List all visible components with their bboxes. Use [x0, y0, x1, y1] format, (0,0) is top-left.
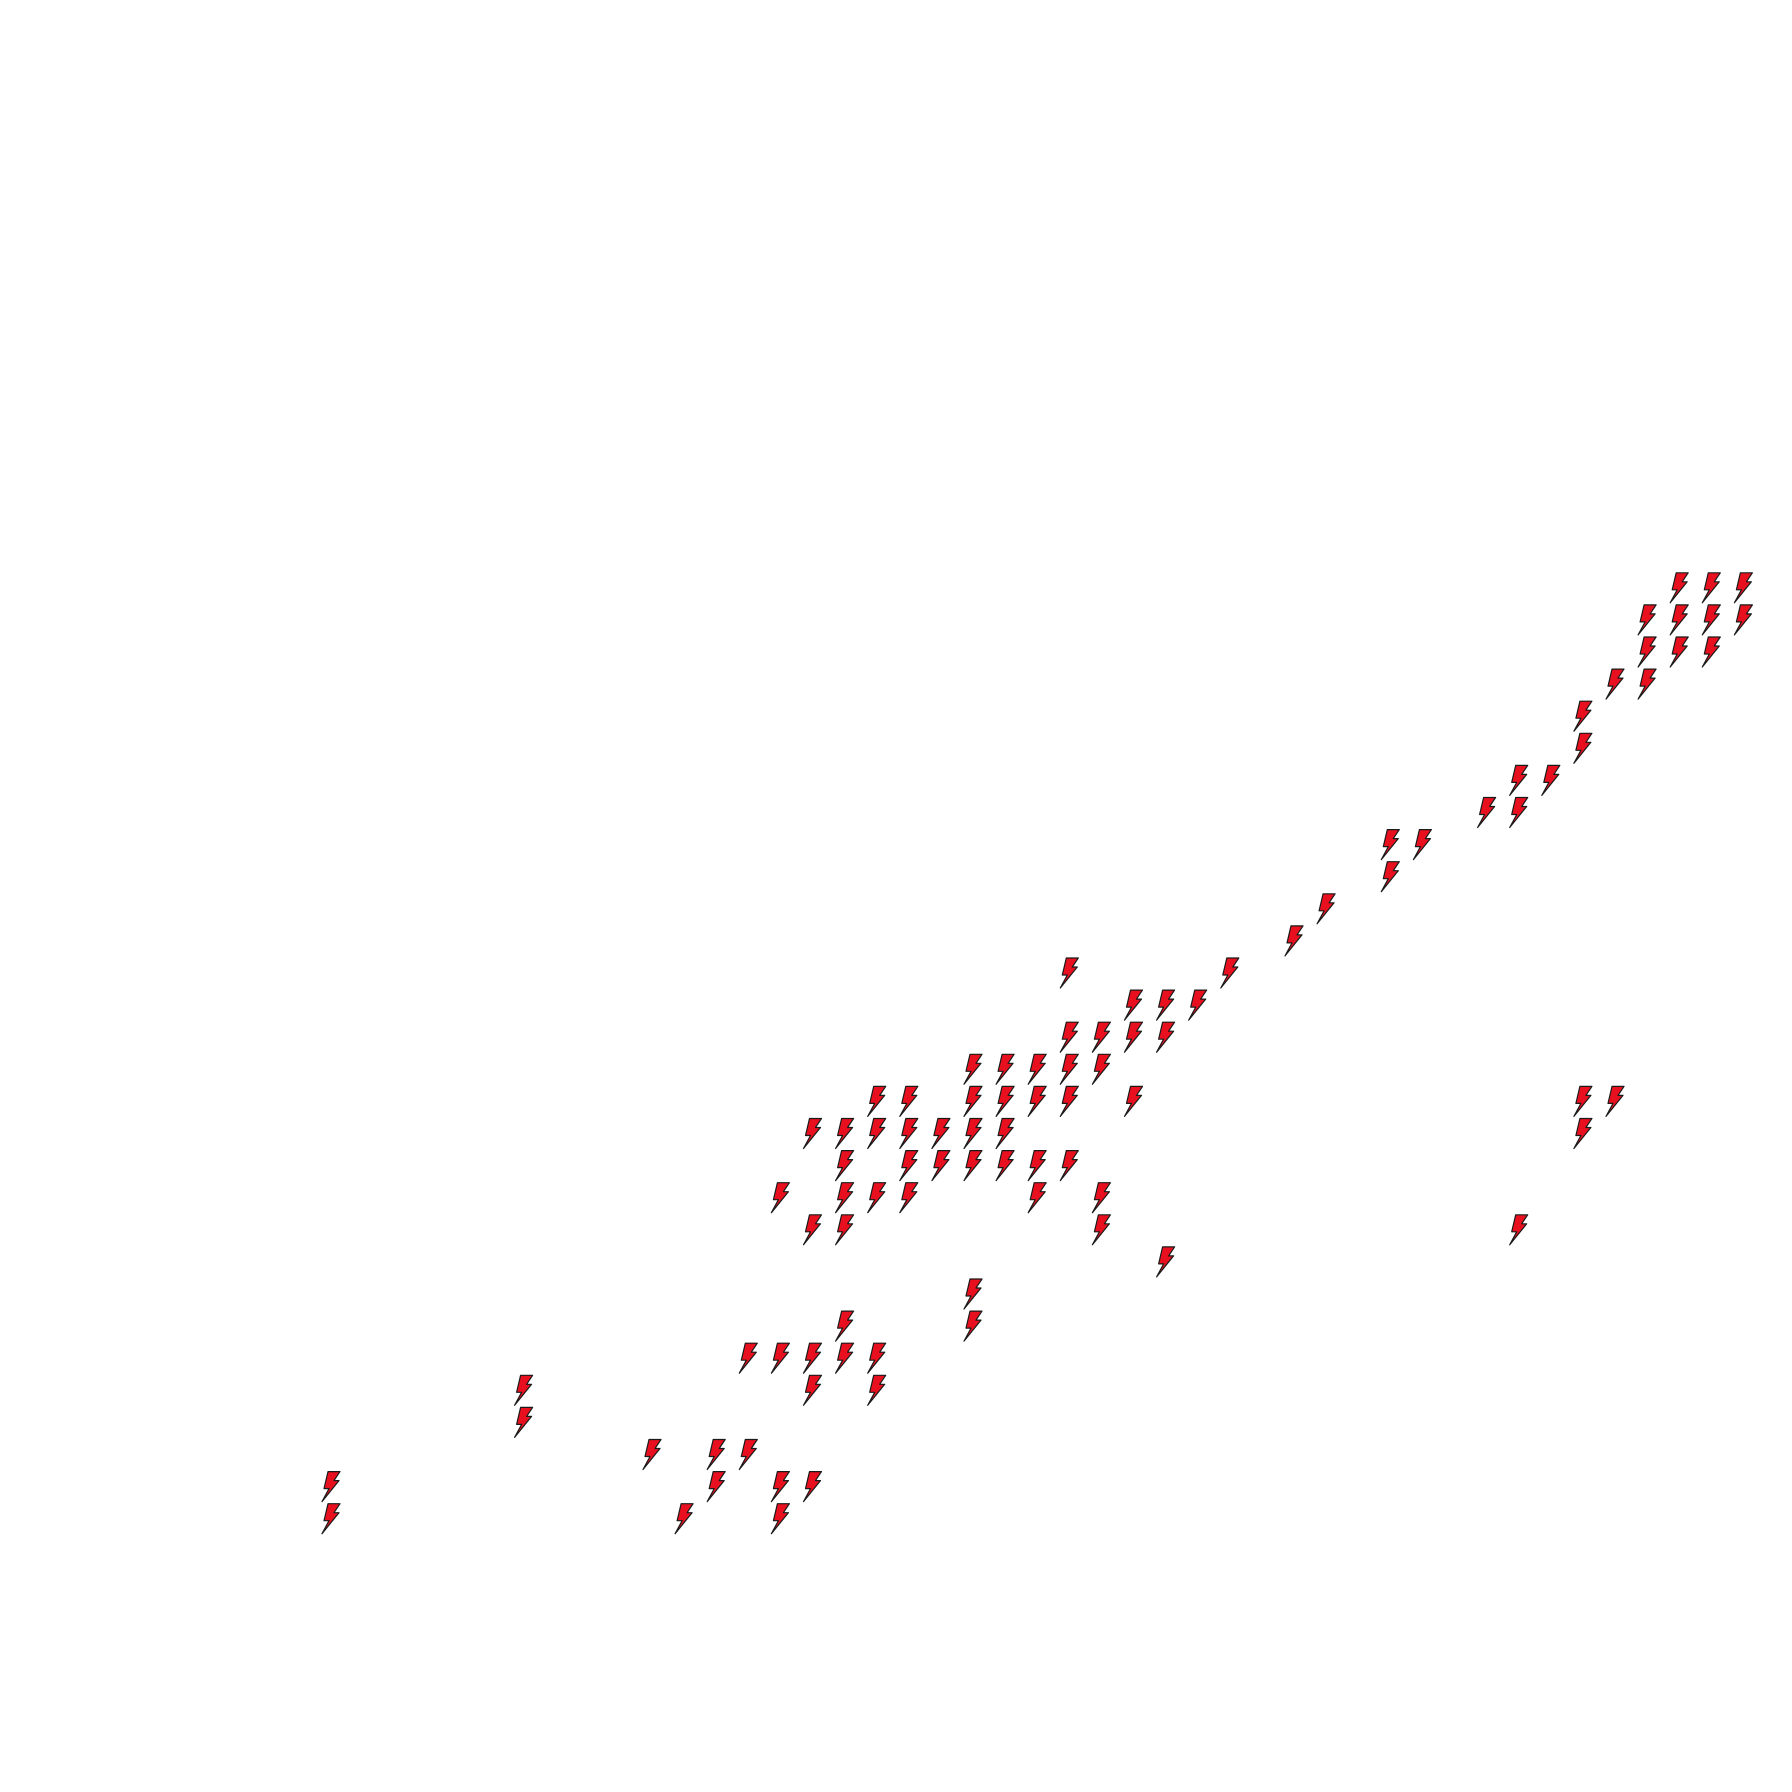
lightning-bolt-icon: [802, 1374, 823, 1406]
lightning-bolt-icon: [963, 1149, 983, 1182]
lightning-bolt-icon: [963, 1117, 983, 1150]
lightning-bolt-icon: [1573, 1085, 1593, 1118]
lightning-bolt-icon: [995, 1085, 1015, 1118]
lightning-bolt-icon: [1123, 989, 1144, 1021]
lightning-bolt-icon: [1509, 764, 1529, 797]
lightning-bolt-icon: [1059, 1085, 1079, 1118]
lightning-bolt-icon: [706, 1438, 726, 1471]
lightning-bolt-icon: [1509, 796, 1529, 829]
lightning-bolt-icon: [1284, 925, 1304, 957]
lightning-bolt-icon: [834, 1214, 855, 1246]
lightning-bolt-icon: [770, 1342, 791, 1374]
lightning-bolt-icon: [1701, 572, 1721, 604]
lightning-bolt-icon: [867, 1342, 887, 1374]
lightning-bolt-icon: [834, 1149, 855, 1182]
lightning-bolt-icon: [738, 1438, 758, 1471]
lightning-bolt-icon: [802, 1214, 823, 1246]
lightning-bolt-icon: [1476, 796, 1497, 829]
lightning-bolt-icon: [1605, 1085, 1625, 1118]
lightning-bolt-icon: [1316, 893, 1336, 925]
lightning-bolt-icon: [1059, 1149, 1079, 1182]
lightning-bolt-icon: [963, 1310, 983, 1342]
lightning-bolt-icon: [1701, 636, 1721, 668]
lightning-bolt-icon: [770, 1182, 791, 1214]
lightning-bolt-icon: [963, 1053, 983, 1085]
lightning-bolt-icon: [1123, 1021, 1144, 1053]
lightning-bolt-icon: [802, 1342, 823, 1374]
lightning-bolt-icon: [738, 1342, 758, 1374]
lightning-bolt-icon: [899, 1182, 919, 1214]
lightning-bolt-icon: [674, 1503, 694, 1535]
lightning-bolt-icon: [1637, 604, 1657, 636]
lightning-bolt-icon: [1155, 1246, 1176, 1278]
lightning-bolt-icon: [1412, 828, 1433, 861]
lightning-bolt-icon: [321, 1503, 341, 1535]
lightning-bolt-icon: [1027, 1085, 1047, 1118]
lightning-bolt-icon: [1701, 604, 1721, 636]
lightning-bolt-icon: [1605, 668, 1625, 700]
lightning-bolt-icon: [1155, 1021, 1176, 1053]
lightning-bolt-icon: [899, 1149, 919, 1182]
lightning-bolt-icon: [1637, 636, 1657, 668]
lightning-bolt-icon: [513, 1374, 534, 1406]
lightning-bolt-icon: [867, 1085, 887, 1118]
lightning-bolt-icon: [931, 1149, 951, 1182]
lightning-bolt-icon: [995, 1117, 1015, 1150]
lightning-bolt-icon: [1541, 764, 1561, 797]
lightning-bolt-icon: [1669, 636, 1689, 668]
lightning-bolt-icon: [1027, 1149, 1047, 1182]
lightning-bolt-icon: [1637, 668, 1657, 700]
lightning-bolt-icon: [1091, 1053, 1112, 1085]
lightning-bolt-icon: [1669, 572, 1689, 604]
lightning-bolt-icon: [963, 1278, 983, 1310]
lightning-bolt-icon: [1220, 957, 1240, 989]
lightning-bolt-icon: [867, 1374, 887, 1406]
lightning-bolt-icon: [513, 1406, 534, 1439]
lightning-bolt-icon: [321, 1470, 341, 1503]
lightning-bolt-icon: [802, 1470, 823, 1503]
lightning-bolt-icon: [834, 1117, 855, 1150]
lightning-bolt-icon: [963, 1085, 983, 1118]
lightning-bolt-icon: [1027, 1053, 1047, 1085]
lightning-bolt-icon: [931, 1117, 951, 1150]
lightning-bolt-icon: [1091, 1021, 1112, 1053]
lightning-bolt-icon: [802, 1117, 823, 1150]
lightning-bolt-icon: [1091, 1214, 1112, 1246]
lightning-bolt-icon: [1380, 828, 1400, 861]
lightning-bolt-icon: [1091, 1182, 1112, 1214]
lightning-bolt-icon: [867, 1117, 887, 1150]
lightning-bolt-icon: [1027, 1182, 1047, 1214]
lightning-bolt-icon: [1573, 700, 1593, 732]
lightning-bolt-icon: [995, 1149, 1015, 1182]
lightning-bolt-icon: [995, 1053, 1015, 1085]
lightning-bolt-icon: [899, 1085, 919, 1118]
lightning-bolt-icon: [867, 1182, 887, 1214]
lightning-bolt-icon: [1059, 1021, 1079, 1053]
lightning-bolt-icon: [1573, 732, 1593, 764]
lightning-bolt-icon: [1669, 604, 1689, 636]
lightning-bolt-icon: [1059, 1053, 1079, 1085]
lightning-bolt-icon: [1123, 1085, 1144, 1118]
lightning-bolt-icon: [834, 1310, 855, 1342]
lightning-bolt-icon: [770, 1470, 791, 1503]
lightning-bolt-icon: [1155, 989, 1176, 1021]
lightning-bolt-icon: [899, 1117, 919, 1150]
lightning-bolt-icon: [770, 1503, 791, 1535]
lightning-bolt-icon: [1188, 989, 1208, 1021]
lightning-bolt-icon: [1733, 572, 1754, 604]
lightning-bolt-icon: [1059, 957, 1079, 989]
lightning-bolt-icon: [706, 1470, 726, 1503]
lightning-bolt-icon: [834, 1342, 855, 1374]
lightning-bolt-icon: [1509, 1214, 1529, 1246]
lightning-bolt-icon: [1573, 1117, 1593, 1150]
lightning-bolt-icon: [1380, 861, 1400, 893]
lightning-bolt-icon: [834, 1182, 855, 1214]
lightning-bolt-icon: [1733, 604, 1754, 636]
lightning-bolt-icon: [642, 1438, 662, 1471]
